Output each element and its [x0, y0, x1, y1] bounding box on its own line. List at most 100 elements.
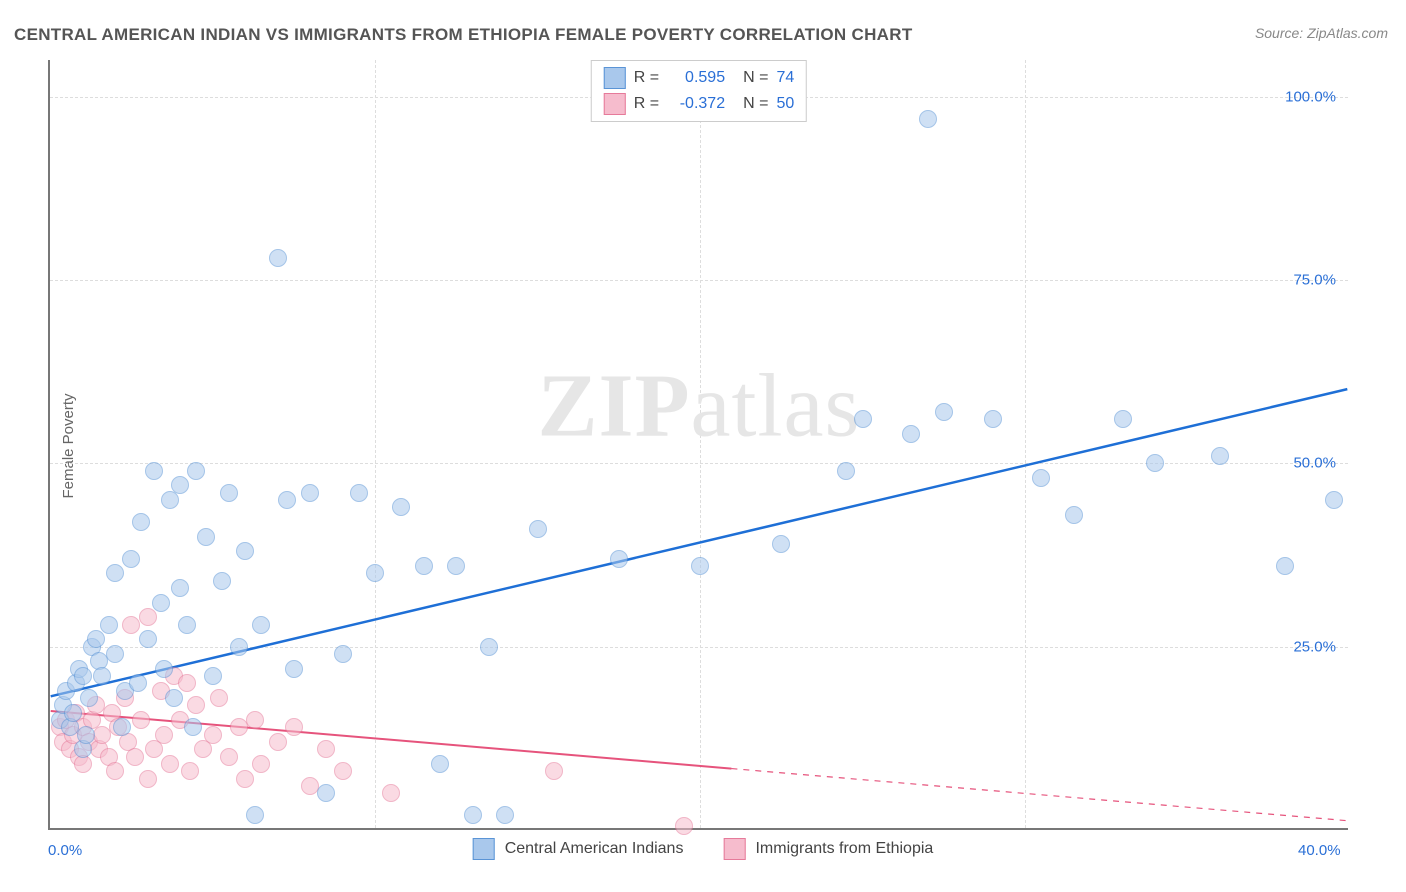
data-point — [610, 550, 628, 568]
data-point — [139, 608, 157, 626]
data-point — [334, 762, 352, 780]
data-point — [431, 755, 449, 773]
ytick-label: 50.0% — [1293, 455, 1336, 472]
data-point — [236, 770, 254, 788]
data-point — [210, 689, 228, 707]
data-point — [204, 667, 222, 685]
data-point — [87, 630, 105, 648]
data-point — [77, 726, 95, 744]
plot-area: ZIPatlas R = 0.595 N = 74 R = -0.372 N =… — [48, 60, 1348, 830]
data-point — [184, 718, 202, 736]
ytick-label: 25.0% — [1293, 638, 1336, 655]
data-point — [178, 674, 196, 692]
swatch-b-icon — [723, 838, 745, 860]
data-point — [187, 462, 205, 480]
data-point — [230, 718, 248, 736]
data-point — [106, 564, 124, 582]
data-point — [129, 674, 147, 692]
data-point — [74, 667, 92, 685]
data-point — [1276, 557, 1294, 575]
series-legend: Central American Indians Immigrants from… — [473, 838, 934, 860]
trend-lines — [50, 60, 1348, 828]
data-point — [480, 638, 498, 656]
source-label: Source: ZipAtlas.com — [1255, 25, 1388, 41]
data-point — [366, 564, 384, 582]
data-point — [220, 484, 238, 502]
data-point — [93, 667, 111, 685]
data-point — [675, 817, 693, 835]
data-point — [220, 748, 238, 766]
data-point — [181, 762, 199, 780]
swatch-a — [604, 67, 626, 89]
data-point — [139, 770, 157, 788]
data-point — [334, 645, 352, 663]
data-point — [122, 616, 140, 634]
data-point — [301, 484, 319, 502]
data-point — [415, 557, 433, 575]
data-point — [1325, 491, 1343, 509]
swatch-a-icon — [473, 838, 495, 860]
data-point — [691, 557, 709, 575]
data-point — [93, 726, 111, 744]
data-point — [935, 403, 953, 421]
data-point — [139, 630, 157, 648]
data-point — [246, 711, 264, 729]
data-point — [132, 711, 150, 729]
legend-item-b: Immigrants from Ethiopia — [723, 838, 933, 860]
data-point — [837, 462, 855, 480]
data-point — [187, 696, 205, 714]
data-point — [236, 542, 254, 560]
data-point — [545, 762, 563, 780]
vgrid — [375, 60, 376, 828]
data-point — [113, 718, 131, 736]
vgrid — [700, 60, 701, 828]
data-point — [392, 498, 410, 516]
data-point — [100, 616, 118, 634]
xtick-label: 0.0% — [48, 842, 82, 859]
vgrid — [1025, 60, 1026, 828]
watermark: ZIPatlas — [538, 354, 861, 457]
data-point — [171, 579, 189, 597]
data-point — [64, 704, 82, 722]
ytick-label: 75.0% — [1293, 272, 1336, 289]
data-point — [350, 484, 368, 502]
data-point — [854, 410, 872, 428]
data-point — [152, 594, 170, 612]
data-point — [161, 755, 179, 773]
hgrid — [50, 280, 1348, 281]
data-point — [252, 755, 270, 773]
data-point — [496, 806, 514, 824]
data-point — [106, 762, 124, 780]
data-point — [204, 726, 222, 744]
data-point — [269, 249, 287, 267]
data-point — [529, 520, 547, 538]
data-point — [317, 740, 335, 758]
data-point — [106, 645, 124, 663]
data-point — [197, 528, 215, 546]
data-point — [902, 425, 920, 443]
data-point — [80, 689, 98, 707]
data-point — [145, 462, 163, 480]
stats-row-b: R = -0.372 N = 50 — [604, 91, 794, 117]
data-point — [165, 689, 183, 707]
data-point — [132, 513, 150, 531]
data-point — [171, 476, 189, 494]
data-point — [317, 784, 335, 802]
data-point — [178, 616, 196, 634]
data-point — [919, 110, 937, 128]
data-point — [1211, 447, 1229, 465]
data-point — [126, 748, 144, 766]
data-point — [122, 550, 140, 568]
data-point — [772, 535, 790, 553]
legend-item-a: Central American Indians — [473, 838, 684, 860]
data-point — [1114, 410, 1132, 428]
chart-title: CENTRAL AMERICAN INDIAN VS IMMIGRANTS FR… — [14, 25, 913, 45]
data-point — [1032, 469, 1050, 487]
data-point — [1065, 506, 1083, 524]
swatch-b — [604, 93, 626, 115]
data-point — [246, 806, 264, 824]
data-point — [285, 718, 303, 736]
data-point — [464, 806, 482, 824]
data-point — [155, 660, 173, 678]
data-point — [984, 410, 1002, 428]
